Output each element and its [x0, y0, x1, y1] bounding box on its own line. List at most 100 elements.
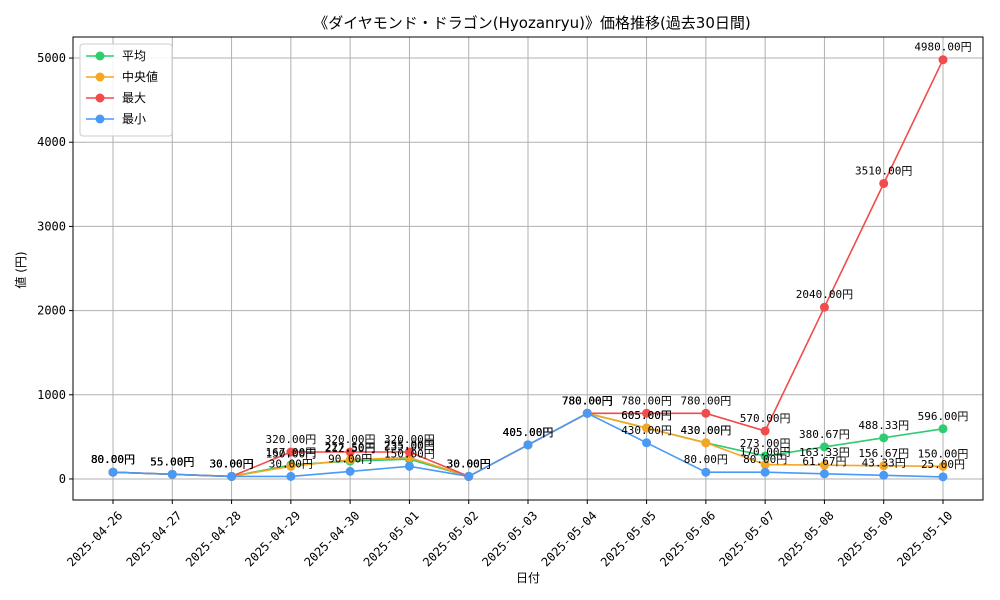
- data-label: 405.00円: [503, 426, 554, 439]
- y-axis-label: 値 (円): [13, 251, 28, 288]
- data-label: 30.00円: [447, 457, 491, 470]
- legend-marker: [95, 93, 105, 103]
- legend-marker: [95, 114, 105, 124]
- data-label: 380.67円: [799, 428, 850, 441]
- data-label: 55.00円: [150, 455, 194, 468]
- data-point: [819, 442, 829, 452]
- y-tick-label: 3000: [37, 219, 66, 233]
- data-label: 227.50円: [325, 441, 376, 454]
- data-point: [701, 438, 711, 448]
- data-point: [879, 178, 889, 188]
- y-axis-ticks: 0 1000 2000 3000 4000 5000: [37, 51, 73, 486]
- data-label: 30.00円: [210, 457, 254, 470]
- data-label: 30.00円: [210, 457, 254, 470]
- data-point: [760, 426, 770, 436]
- data-label: 30.00円: [210, 457, 254, 470]
- data-label: 55.00円: [150, 455, 194, 468]
- data-label: 430.00円: [680, 424, 731, 437]
- data-label: 488.33円: [858, 419, 909, 432]
- data-label: 150.00円: [265, 447, 316, 460]
- data-point: [879, 461, 889, 471]
- data-label: 605.00円: [621, 409, 672, 422]
- data-label: 605.00円: [621, 409, 672, 422]
- legend-entry: 最小: [86, 112, 146, 126]
- data-point: [760, 460, 770, 470]
- chart-title: 《ダイヤモンド・ドラゴン(Hyozanryu)》価格推移(過去30日間): [313, 14, 751, 32]
- y-tick-label: 1000: [37, 388, 66, 402]
- data-point: [760, 467, 770, 477]
- data-point: [404, 447, 414, 457]
- data-label: 320.00円: [265, 433, 316, 446]
- data-point: [879, 470, 889, 480]
- y-tick-label: 5000: [37, 51, 66, 65]
- data-point: [345, 466, 355, 476]
- legend-entry: 最大: [86, 91, 146, 105]
- data-point: [701, 467, 711, 477]
- data-point: [464, 471, 474, 481]
- data-label: 90.00円: [328, 452, 372, 465]
- legend-marker: [95, 51, 105, 61]
- data-label: 780.00円: [562, 394, 613, 407]
- data-point: [286, 471, 296, 481]
- x-axis-label: 日付: [516, 571, 540, 585]
- data-point: [582, 408, 592, 418]
- data-label: 150.00円: [384, 447, 435, 460]
- data-label: 430.00円: [680, 424, 731, 437]
- data-label: 212.50円: [325, 442, 376, 455]
- data-label: 30.00円: [210, 457, 254, 470]
- data-label: 25.00円: [921, 458, 965, 471]
- data-label: 150.00円: [918, 447, 969, 460]
- data-label: 3510.00円: [855, 164, 912, 177]
- data-label: 55.00円: [150, 455, 194, 468]
- data-label: 320.00円: [384, 433, 435, 446]
- data-label: 30.00円: [447, 457, 491, 470]
- data-point: [819, 460, 829, 470]
- data-label: 167.00円: [265, 446, 316, 459]
- data-label: 570.00円: [740, 412, 791, 425]
- data-label: 405.00円: [503, 426, 554, 439]
- data-point: [286, 447, 296, 457]
- legend-label: 最大: [122, 91, 146, 105]
- series-3: [108, 408, 948, 482]
- data-label: 235.00円: [384, 440, 435, 453]
- data-point: [879, 433, 889, 443]
- data-label: 80.00円: [91, 453, 135, 466]
- data-label: 43.33円: [862, 456, 906, 469]
- data-point: [345, 455, 355, 465]
- legend-entry: 平均: [86, 49, 146, 63]
- data-label: 80.00円: [91, 453, 135, 466]
- data-label: 30.00円: [269, 457, 313, 470]
- data-point: [938, 55, 948, 65]
- data-label: 55.00円: [150, 455, 194, 468]
- data-point: [404, 461, 414, 471]
- data-point: [760, 451, 770, 461]
- data-point: [701, 408, 711, 418]
- data-point: [642, 408, 652, 418]
- data-label: 2040.00円: [796, 288, 853, 301]
- data-label: 596.00円: [918, 410, 969, 423]
- data-label: 780.00円: [680, 394, 731, 407]
- legend-label: 中央値: [122, 69, 158, 84]
- data-label: 80.00円: [91, 453, 135, 466]
- data-point: [227, 471, 237, 481]
- data-point: [819, 302, 829, 312]
- data-label: 780.00円: [562, 394, 613, 407]
- legend-box: [79, 43, 173, 137]
- legend-entry: 中央値: [86, 69, 158, 84]
- data-point: [938, 461, 948, 471]
- data-label: 405.00円: [503, 426, 554, 439]
- data-point: [286, 461, 296, 471]
- data-label: 273.00円: [740, 437, 791, 450]
- data-point: [108, 467, 118, 477]
- data-point: [167, 469, 177, 479]
- data-point: [345, 447, 355, 457]
- series-lines: [108, 55, 948, 482]
- data-point: [642, 438, 652, 448]
- data-point: [819, 469, 829, 479]
- y-tick-label: 4000: [37, 135, 66, 149]
- data-label: 255.00円: [384, 438, 435, 451]
- data-label: 430.00円: [621, 424, 672, 437]
